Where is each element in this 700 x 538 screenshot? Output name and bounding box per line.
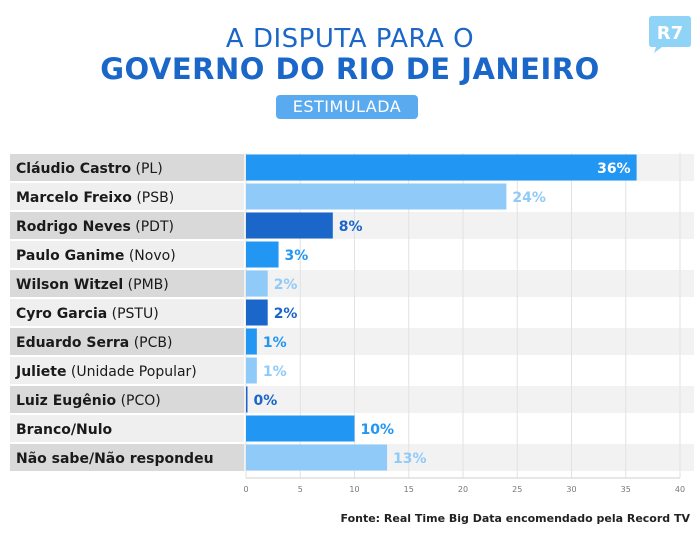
x-tick-label: 15 [404,485,414,494]
row-label-bg [10,212,244,239]
candidate-name: Luiz Eugênio [16,393,117,409]
candidate-name: Juliete [15,364,66,380]
bar [246,328,257,355]
party-name: (PL) [131,161,163,177]
data-label: 1% [263,335,287,351]
category-label: Wilson Witzel (PMB) [16,277,169,293]
category-label: Paulo Ganime (Novo) [16,248,176,264]
candidate-name: Cláudio Castro [16,161,131,177]
row-label-bg [10,444,244,471]
category-label: Luiz Eugênio (PCO) [16,393,161,409]
bar [246,386,248,413]
row-plot-bg [244,357,694,384]
row-plot-bg [244,241,694,268]
candidate-name: Rodrigo Neves [16,219,131,235]
party-name: (PCO) [116,393,161,409]
bar [246,415,355,442]
data-label: 2% [274,306,298,322]
x-tick-label: 0 [243,485,248,494]
title-line-2: GOVERNO DO RIO DE JANEIRO [100,52,600,86]
source-note: Fonte: Real Time Big Data encomendado pe… [340,512,691,525]
candidate-name: Eduardo Serra [16,335,129,351]
row-plot-bg [244,328,694,355]
x-tick-label: 35 [621,485,631,494]
candidate-name: Não sabe/Não respondeu [16,451,214,467]
bar [246,444,388,471]
category-label: Marcelo Freixo (PSB) [16,190,174,206]
row-label-bg [10,241,244,268]
party-name: (PMB) [123,277,169,293]
x-tick-label: 20 [458,485,468,494]
x-tick-label: 30 [566,485,576,494]
row-label-bg [10,183,244,210]
row-label-bg [10,415,244,442]
bar [246,299,268,326]
x-tick-label: 10 [349,485,359,494]
row-label-bg [10,357,244,384]
title-line-1: A DISPUTA PARA O [225,24,475,54]
logo-text: R7 [657,23,683,44]
data-label: 3% [285,248,309,264]
bar [246,270,268,297]
row-label-bg [10,386,244,413]
subtitle-badge: ESTIMULADA [276,95,418,119]
data-label: 36% [597,161,631,177]
row-label-bg [10,154,244,181]
party-name: (PCB) [129,335,172,351]
candidate-name: Marcelo Freixo [16,190,132,206]
row-plot-bg [244,299,694,326]
party-name: (PDT) [131,219,174,235]
data-label: 0% [254,393,278,409]
data-label: 10% [361,422,395,438]
bar [246,241,279,268]
bar [246,212,333,239]
row-plot-bg [244,386,694,413]
category-label: Eduardo Serra (PCB) [16,335,172,351]
r7-logo-icon: R7 [649,16,691,53]
row-label-bg [10,328,244,355]
x-tick-label: 25 [512,485,522,494]
data-label: 13% [393,451,427,467]
candidate-name: Cyro Garcia [16,306,107,322]
party-name: (Novo) [124,248,175,264]
x-tick-label: 40 [675,485,685,494]
candidate-name: Branco/Nulo [16,422,113,438]
data-label: 8% [339,219,363,235]
party-name: (PSB) [132,190,174,206]
category-label: Branco/Nulo [16,422,113,438]
row-plot-bg [244,270,694,297]
bar [246,183,507,210]
category-label: Não sabe/Não respondeu [16,451,214,467]
row-label-bg [10,270,244,297]
candidate-name: Paulo Ganime [16,248,124,264]
data-label: 2% [274,277,298,293]
row-label-bg [10,299,244,326]
x-tick-label: 5 [298,485,303,494]
candidate-name: Wilson Witzel [16,277,123,293]
bar [246,357,257,384]
bar [246,154,637,181]
category-label: Cyro Garcia (PSTU) [16,306,159,322]
category-label: Cláudio Castro (PL) [16,161,163,177]
party-name: (PSTU) [107,306,159,322]
data-label: 24% [512,190,546,206]
party-name: (Unidade Popular) [66,364,196,380]
data-label: 1% [263,364,287,380]
category-label: Rodrigo Neves (PDT) [16,219,174,235]
category-label: Juliete (Unidade Popular) [15,364,197,380]
